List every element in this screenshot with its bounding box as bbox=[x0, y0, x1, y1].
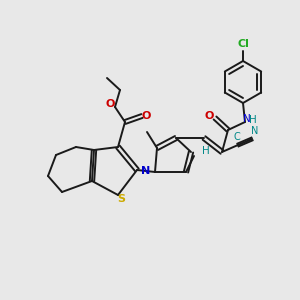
Text: O: O bbox=[204, 111, 214, 121]
Text: C: C bbox=[234, 132, 240, 142]
Text: S: S bbox=[117, 194, 125, 204]
Text: O: O bbox=[105, 99, 115, 109]
Text: N: N bbox=[243, 114, 251, 124]
Text: N: N bbox=[251, 126, 259, 136]
Text: Cl: Cl bbox=[237, 39, 249, 49]
Text: H: H bbox=[249, 115, 257, 125]
Text: N: N bbox=[141, 166, 151, 176]
Text: O: O bbox=[141, 111, 151, 121]
Text: H: H bbox=[202, 146, 210, 156]
